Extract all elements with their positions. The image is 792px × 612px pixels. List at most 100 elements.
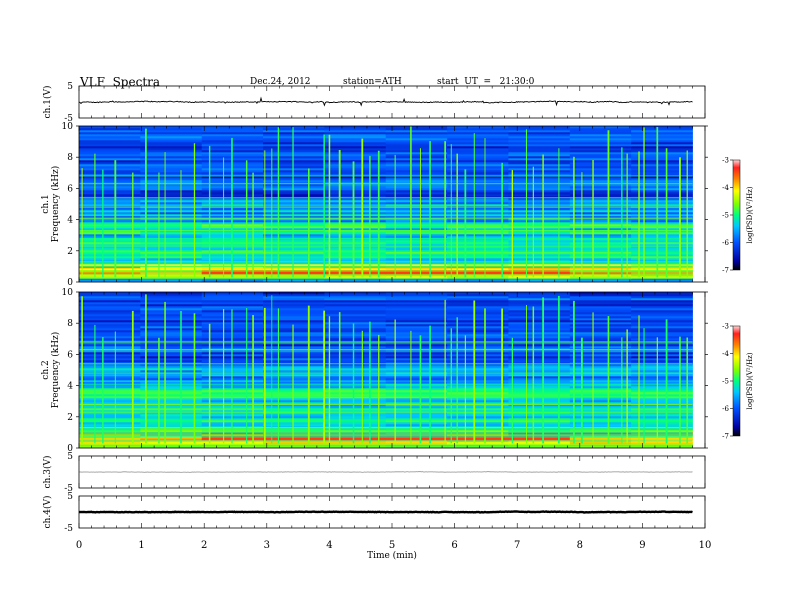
spectrogram-cell xyxy=(508,296,571,299)
spectrogram-cell xyxy=(508,148,571,151)
spectrogram-cell xyxy=(324,308,387,311)
spectrogram-cell xyxy=(263,224,325,227)
spectrogram-cell xyxy=(385,190,448,193)
spectrogram-cell xyxy=(324,136,387,139)
spectrogram-cell xyxy=(447,350,509,353)
spectrogram-cell xyxy=(569,212,632,215)
spectrogram-cell xyxy=(385,312,448,315)
spectrogram-cell xyxy=(447,336,509,339)
spectrogram-cell xyxy=(263,170,325,173)
spectrogram-cell xyxy=(324,352,387,355)
spectrogram-cell xyxy=(385,224,448,227)
spectrogram-cell xyxy=(569,328,632,331)
spectrogram-cell xyxy=(324,402,387,405)
spectrogram-cell xyxy=(631,434,693,437)
spectrogram-cell xyxy=(569,324,632,327)
spectrogram-cell xyxy=(140,378,203,381)
spectrogram-cell xyxy=(140,350,203,353)
spectrogram-cell xyxy=(263,438,325,441)
spectrogram-cell xyxy=(140,244,203,247)
spectrogram-cell xyxy=(324,432,387,435)
spectrogram-cell xyxy=(447,428,509,431)
spectrogram-cell xyxy=(508,366,571,369)
spectrogram-cell xyxy=(385,302,448,305)
spectrogram-cell xyxy=(385,152,448,155)
spectrogram-cell xyxy=(447,176,509,179)
spectrogram-cell xyxy=(263,210,325,213)
spectrogram-cell xyxy=(263,196,325,199)
spectrogram-cell xyxy=(324,180,387,183)
spectrogram-cell xyxy=(79,194,141,197)
spectrogram-cell xyxy=(447,292,509,295)
station-label: station=ATH xyxy=(343,77,402,87)
spectrogram-cell xyxy=(508,210,571,213)
spectrogram-cell xyxy=(324,342,387,345)
spectrogram-cell xyxy=(508,298,571,301)
spectrogram-cell xyxy=(508,428,571,431)
x-tick-label: 1 xyxy=(138,540,144,551)
spectrogram-cell xyxy=(385,140,448,143)
spectrogram-cell xyxy=(324,224,387,227)
spectrogram-cell xyxy=(385,180,448,183)
spectrogram-cell xyxy=(631,352,693,355)
spectrogram-cell xyxy=(324,302,387,305)
spectrogram-cell xyxy=(201,306,264,309)
spectrogram-cell xyxy=(324,158,387,161)
spectrogram-cell xyxy=(569,224,632,227)
spectrogram-cell xyxy=(508,268,571,271)
spectrogram-cell xyxy=(569,306,632,309)
spectrogram-cell xyxy=(263,334,325,337)
spectrogram-cell xyxy=(385,172,448,175)
spectrogram-cell xyxy=(447,268,509,271)
spectrogram-cell xyxy=(140,422,203,425)
spectrogram-cell xyxy=(631,214,693,217)
spectrogram-cell xyxy=(140,326,203,329)
spectrogram-cell xyxy=(79,186,141,189)
spectrogram-cell xyxy=(324,250,387,253)
spectrogram-cell xyxy=(201,280,264,283)
spectrogram-cell xyxy=(508,364,571,367)
spectrogram-cell xyxy=(385,306,448,309)
spectrogram-cell xyxy=(447,400,509,403)
spectrogram-cell xyxy=(79,170,141,173)
spectrogram-cell xyxy=(385,144,448,147)
spectrogram-cell xyxy=(569,184,632,187)
spectrogram-cell xyxy=(631,316,693,319)
spectrogram-cell xyxy=(631,442,693,445)
spectrogram-cell xyxy=(508,128,571,131)
spectrogram-cell xyxy=(385,254,448,257)
spectrogram-cell xyxy=(447,214,509,217)
spectrogram-cell xyxy=(631,160,693,163)
spectrogram-cell xyxy=(569,390,632,393)
spectrogram-cell xyxy=(79,410,141,413)
spectrogram-cell xyxy=(631,314,693,317)
spectrogram-cell xyxy=(79,294,141,297)
spectrogram-cell xyxy=(447,170,509,173)
spectrogram-cell xyxy=(263,376,325,379)
spectrogram-cell xyxy=(263,218,325,221)
spectrogram-cell xyxy=(385,250,448,253)
spectrogram-cell xyxy=(385,210,448,213)
spectrogram-cell xyxy=(385,182,448,185)
spectrogram-cell xyxy=(447,182,509,185)
spectrogram-cell xyxy=(631,130,693,133)
spectrogram-cell xyxy=(140,400,203,403)
spectrogram-cell xyxy=(324,292,387,295)
spectrogram-cell xyxy=(140,186,203,189)
spectrogram-cell xyxy=(508,164,571,167)
spectrogram-cell xyxy=(569,356,632,359)
spectrogram-cell xyxy=(447,172,509,175)
spectrogram-cell xyxy=(79,394,141,397)
spectrogram-cell xyxy=(508,240,571,243)
spectrogram-cell xyxy=(263,126,325,129)
spectrogram-cell xyxy=(79,360,141,363)
spectrogram-cell xyxy=(140,226,203,229)
spectrogram-cell xyxy=(447,426,509,429)
colorbar-tick-label: -4 xyxy=(722,350,729,358)
spectrogram-cell xyxy=(385,358,448,361)
spectrogram-cell xyxy=(324,336,387,339)
spectrogram-cell xyxy=(631,348,693,351)
spectrogram-cell xyxy=(324,340,387,343)
spectrogram-cell xyxy=(201,292,264,295)
